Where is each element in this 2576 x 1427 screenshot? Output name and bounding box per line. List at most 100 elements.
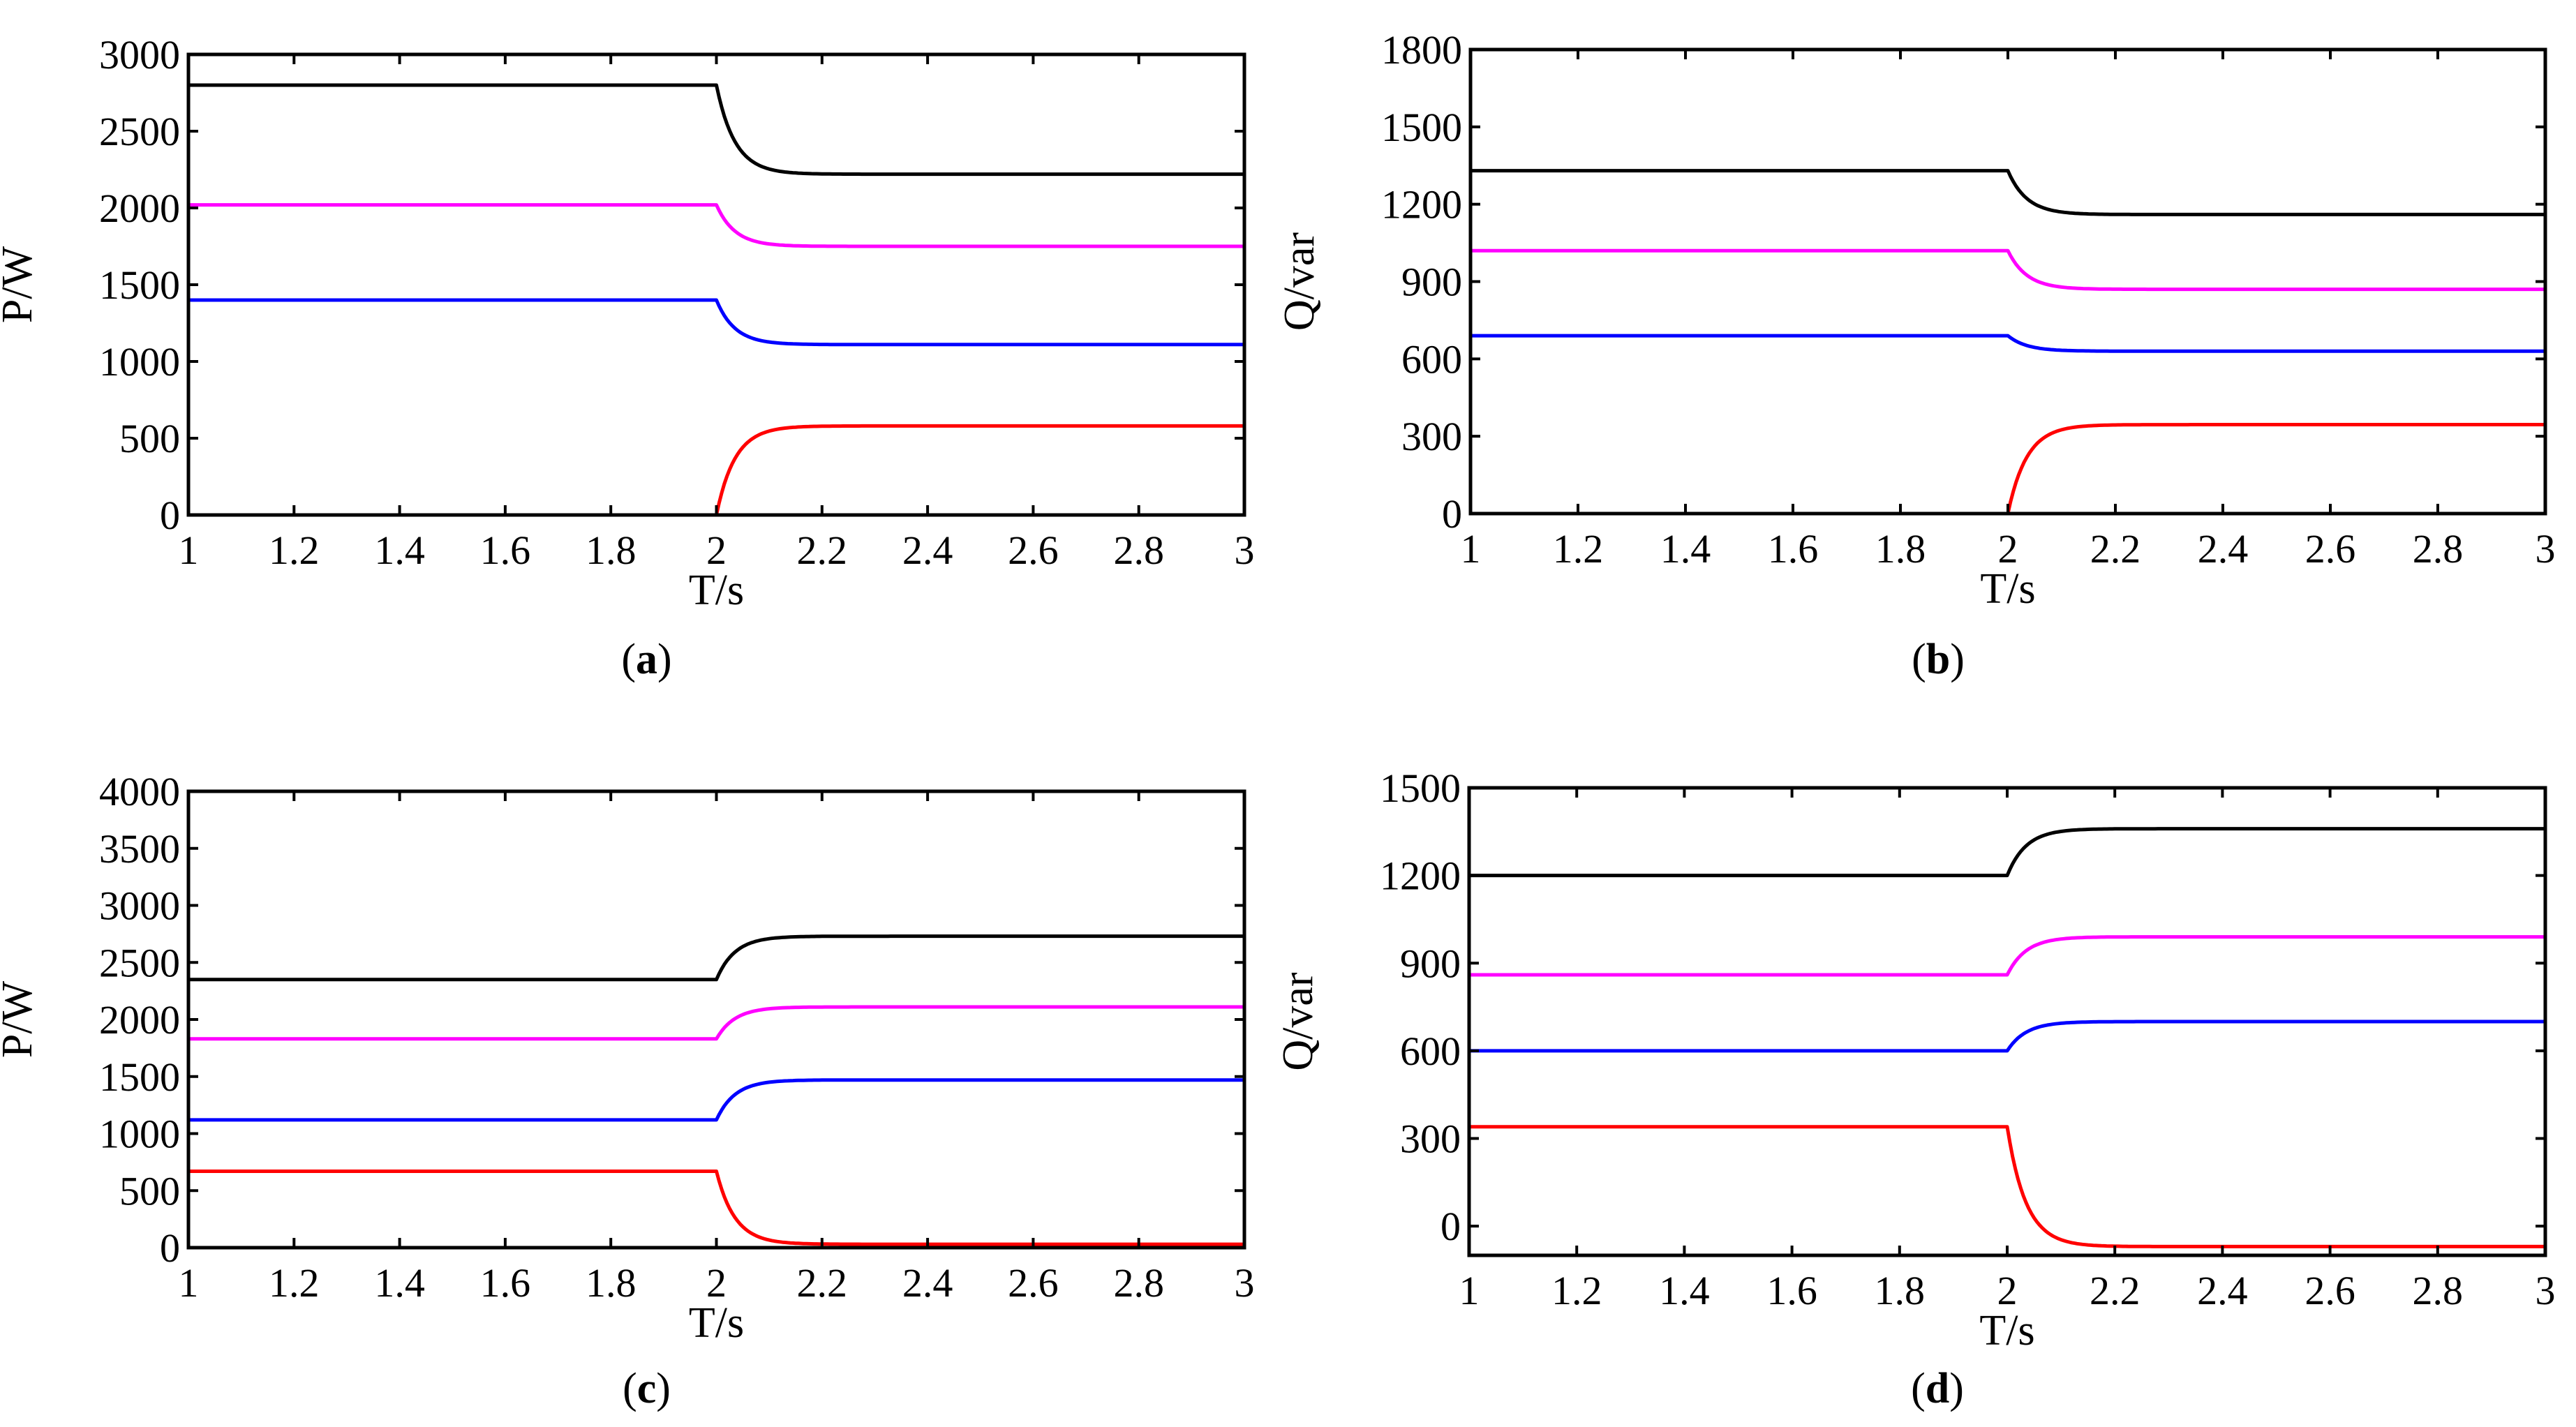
y-axis-label: P/W bbox=[0, 246, 41, 323]
y-tick-label: 2500 bbox=[99, 940, 180, 985]
y-tick-label: 600 bbox=[1401, 336, 1462, 382]
series-line-black bbox=[1471, 169, 2545, 216]
y-tick-label: 1800 bbox=[1381, 27, 1462, 73]
series-line-blue bbox=[1469, 1019, 2545, 1053]
x-tick-label: 1.6 bbox=[480, 528, 531, 573]
chart-panel-a: 1 1.2 1.4 1.6 1.8 2 2.2 2.4 2.6 2.8 3 0 500 1000 1500 2… bbox=[0, 32, 1255, 683]
panel-caption: (b) bbox=[1912, 636, 1965, 683]
y-tick-label: 1500 bbox=[1381, 105, 1462, 150]
y-tick-label: 1500 bbox=[1380, 765, 1461, 811]
x-tick-label: 2.8 bbox=[2413, 1268, 2464, 1313]
series-line-magenta bbox=[1469, 935, 2545, 977]
x-tick-label: 2.6 bbox=[2305, 526, 2356, 571]
x-tick-label: 1.6 bbox=[480, 1260, 531, 1306]
y-tick-label: 3500 bbox=[99, 826, 180, 872]
series-line-blue bbox=[188, 298, 1244, 347]
x-tick-label: 2 bbox=[1998, 526, 2018, 571]
y-tick-label: 1000 bbox=[99, 339, 180, 384]
x-tick-label: 1.8 bbox=[1875, 1268, 1926, 1313]
x-tick-label: 2.8 bbox=[2413, 526, 2464, 571]
x-tick-label: 2.2 bbox=[2090, 1268, 2141, 1313]
y-tick-label: 0 bbox=[1440, 1204, 1461, 1249]
plot-frame bbox=[186, 789, 1246, 1250]
x-tick-label: 1.2 bbox=[269, 1260, 320, 1306]
x-tick-label: 2.4 bbox=[2197, 1268, 2248, 1313]
x-tick-label: 1.6 bbox=[1766, 1268, 1817, 1313]
x-tick-label: 1.2 bbox=[1551, 1268, 1602, 1313]
x-tick-label: 2.6 bbox=[1008, 528, 1059, 573]
x-tick-label: 3 bbox=[1235, 1260, 1255, 1306]
y-tick-label: 600 bbox=[1400, 1029, 1461, 1074]
x-tick-label: 1 bbox=[1461, 526, 1481, 571]
y-axis-label: P/W bbox=[0, 980, 41, 1058]
series-line-red bbox=[1469, 1125, 2545, 1248]
series-line-magenta bbox=[1471, 248, 2545, 292]
x-tick-label: 2.8 bbox=[1113, 1260, 1164, 1306]
y-tick-label: 900 bbox=[1401, 260, 1462, 305]
panel-caption: (d) bbox=[1911, 1365, 1964, 1412]
x-tick-label: 2.6 bbox=[1008, 1260, 1059, 1306]
y-tick-label: 1500 bbox=[99, 262, 180, 308]
y-tick-label: 0 bbox=[160, 493, 180, 538]
x-tick-label: 2.4 bbox=[2198, 526, 2249, 571]
y-tick-label: 500 bbox=[119, 416, 180, 461]
x-tick-label: 2.2 bbox=[797, 1260, 848, 1306]
x-tick-label: 1.4 bbox=[1659, 1268, 1710, 1313]
series-line-red bbox=[188, 1170, 1244, 1246]
plot-frame bbox=[1468, 47, 2547, 516]
x-tick-label: 1.2 bbox=[1553, 526, 1604, 571]
x-tick-label: 1.4 bbox=[1660, 526, 1711, 571]
x-tick-label: 2.4 bbox=[902, 1260, 953, 1306]
x-tick-label: 1 bbox=[1459, 1268, 1480, 1313]
panel-caption: (c) bbox=[623, 1365, 671, 1412]
y-tick-label: 300 bbox=[1400, 1116, 1461, 1162]
series-line-black bbox=[188, 83, 1244, 177]
y-tick-label: 0 bbox=[160, 1225, 180, 1271]
x-tick-label: 2 bbox=[706, 1260, 727, 1306]
x-tick-label: 2.2 bbox=[797, 528, 848, 573]
x-tick-label: 3 bbox=[2536, 526, 2556, 571]
chart-panel-c: 1 1.2 1.4 1.6 1.8 2 2.2 2.4 2.6 2.8 3 0 500 1000 1500 2… bbox=[0, 769, 1255, 1412]
x-tick-label: 3 bbox=[2536, 1268, 2556, 1313]
x-tick-label: 1 bbox=[179, 528, 199, 573]
x-tick-label: 1.8 bbox=[586, 528, 636, 573]
x-axis-label: T/s bbox=[1980, 565, 2035, 613]
y-tick-label: 500 bbox=[119, 1168, 180, 1213]
y-tick-label: 2000 bbox=[99, 186, 180, 231]
x-axis-label: T/s bbox=[1979, 1307, 2034, 1354]
y-axis-label: Q/var bbox=[1276, 232, 1323, 331]
y-tick-label: 4000 bbox=[99, 769, 180, 814]
y-axis-label: Q/var bbox=[1274, 972, 1322, 1071]
x-tick-label: 1.4 bbox=[374, 528, 425, 573]
series-line-magenta bbox=[188, 1005, 1244, 1041]
plot-frame bbox=[186, 52, 1246, 517]
x-axis-label: T/s bbox=[689, 567, 744, 614]
y-tick-label: 0 bbox=[1442, 491, 1462, 537]
x-tick-label: 2 bbox=[1997, 1268, 2018, 1313]
series-line-black bbox=[188, 934, 1244, 982]
y-tick-label: 3000 bbox=[99, 883, 180, 929]
series-line-red bbox=[188, 424, 1244, 517]
x-tick-label: 1.6 bbox=[1768, 526, 1819, 571]
x-tick-label: 2.4 bbox=[902, 528, 953, 573]
y-tick-label: 300 bbox=[1401, 414, 1462, 459]
x-tick-label: 3 bbox=[1235, 528, 1255, 573]
panel-caption: (a) bbox=[621, 636, 671, 683]
x-tick-label: 2.2 bbox=[2090, 526, 2141, 571]
chart-panel-b: 1 1.2 1.4 1.6 1.8 2 2.2 2.4 2.6 2.8 3 0 300 600 900 120… bbox=[1276, 27, 2556, 683]
y-tick-label: 900 bbox=[1400, 941, 1461, 986]
x-tick-label: 2.8 bbox=[1113, 528, 1164, 573]
x-tick-label: 1.4 bbox=[374, 1260, 425, 1306]
series-line-red bbox=[1471, 423, 2545, 516]
x-tick-label: 2.6 bbox=[2305, 1268, 2355, 1313]
y-tick-label: 1000 bbox=[99, 1112, 180, 1157]
x-tick-label: 1 bbox=[179, 1260, 199, 1306]
series-line-magenta bbox=[188, 203, 1244, 248]
series-line-blue bbox=[1471, 334, 2545, 353]
y-tick-label: 1200 bbox=[1381, 182, 1462, 227]
x-tick-label: 1.8 bbox=[1875, 526, 1926, 571]
y-tick-label: 1500 bbox=[99, 1054, 180, 1100]
chart-panel-d: 1 1.2 1.4 1.6 1.8 2 2.2 2.4 2.6 2.8 3 0 300 600 900 120… bbox=[1274, 765, 2556, 1412]
series-line-black bbox=[1469, 827, 2545, 878]
